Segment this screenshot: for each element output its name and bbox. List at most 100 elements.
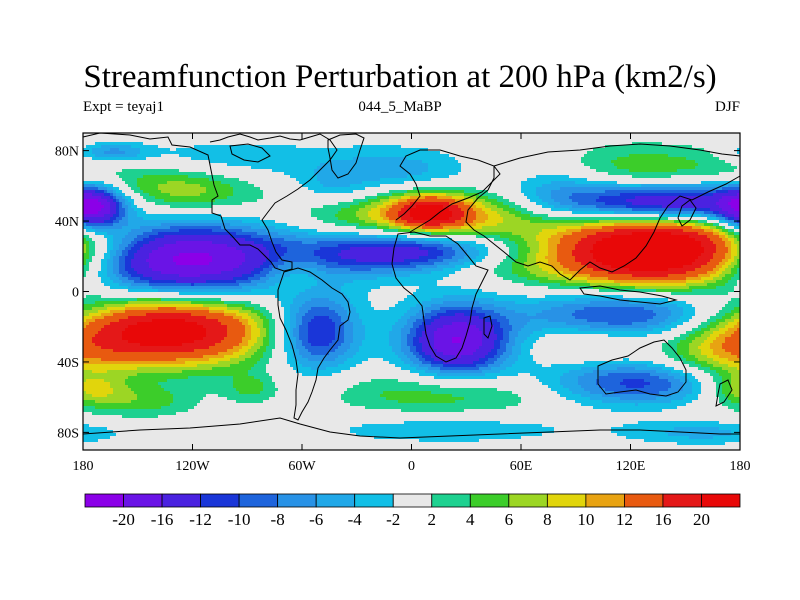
contour-cell: [542, 268, 554, 271]
contour-cell: [137, 298, 161, 301]
contour-cell: [401, 208, 410, 211]
x-tick-label: 120W: [175, 459, 210, 474]
colorbar-box: [624, 493, 664, 508]
contour-cell: [107, 394, 137, 397]
contour-cell: [317, 268, 350, 271]
contour-cell: [404, 259, 428, 262]
contour-cell: [572, 313, 656, 316]
contour-cell: [374, 436, 521, 439]
contour-cell: [614, 223, 677, 226]
contour-cell: [701, 328, 710, 331]
colorbar-box: [585, 493, 625, 508]
contour-cell: [686, 277, 701, 280]
contour-cell: [701, 214, 710, 217]
contour-cell: [83, 226, 92, 229]
contour-cell: [476, 256, 485, 259]
colorbar-label: 12: [616, 510, 633, 529]
contour-cell: [512, 325, 524, 328]
contour-cell: [395, 223, 404, 226]
contour-cell: [149, 235, 164, 238]
contour-cell: [515, 340, 524, 343]
contour-cell: [560, 394, 581, 397]
contour-cell: [737, 151, 740, 154]
contour-cell: [92, 412, 176, 415]
contour-cell: [278, 298, 293, 301]
contour-cell: [137, 250, 152, 253]
contour-cell: [377, 235, 407, 238]
contour-cell: [548, 271, 563, 274]
contour-cell: [308, 358, 335, 361]
contour-cell: [722, 229, 728, 232]
contour-cell: [494, 268, 512, 271]
contour-cell: [482, 307, 506, 310]
contour-cell: [131, 145, 158, 148]
contour-cell: [737, 259, 740, 262]
contour-cell: [731, 310, 740, 313]
contour-cell: [263, 355, 272, 358]
contour-cell: [353, 145, 401, 148]
contour-cell: [101, 268, 107, 271]
contour-cell: [95, 229, 131, 232]
contour-cell: [197, 364, 230, 367]
contour-cell: [566, 397, 590, 400]
contour-cell: [263, 244, 281, 247]
contour-cell: [122, 415, 158, 418]
contour-cell: [572, 232, 596, 235]
contour-cell: [725, 283, 737, 286]
contour-cell: [398, 355, 407, 358]
contour-cell: [521, 328, 542, 331]
contour-cell: [221, 181, 248, 184]
contour-cell: [152, 319, 185, 322]
contour-cell: [113, 214, 119, 217]
contour-cell: [734, 217, 740, 220]
contour-cell: [707, 262, 719, 265]
contour-cell: [194, 145, 296, 148]
contour-cell: [290, 325, 296, 328]
contour-cell: [494, 343, 500, 346]
contour-cell: [692, 391, 701, 394]
contour-cell: [350, 247, 419, 250]
contour-cell: [83, 439, 98, 442]
colorbar-label: -20: [112, 510, 135, 529]
contour-cell: [647, 325, 665, 328]
contour-cell: [233, 376, 254, 379]
contour-cell: [584, 163, 614, 166]
contour-cell: [632, 208, 695, 211]
contour-cell: [83, 190, 95, 193]
contour-cell: [410, 211, 452, 214]
contour-cell: [89, 256, 92, 259]
contour-cell: [548, 250, 557, 253]
contour-cell: [113, 220, 119, 223]
contour-cell: [362, 343, 389, 346]
contour-cell: [695, 337, 707, 340]
contour-cell: [725, 274, 734, 277]
contour-cell: [620, 184, 641, 187]
contour-cell: [551, 265, 563, 268]
contour-cell: [683, 388, 692, 391]
contour-cell: [83, 181, 104, 184]
contour-cell: [488, 364, 500, 367]
contour-cell: [239, 349, 248, 352]
contour-cell: [704, 211, 713, 214]
contour-cell: [353, 334, 365, 337]
contour-cell: [287, 352, 293, 355]
contour-cell: [179, 274, 200, 277]
contour-cell: [401, 340, 407, 343]
contour-cell: [143, 217, 260, 220]
contour-cell: [392, 349, 401, 352]
contour-cell: [263, 262, 272, 265]
contour-cell: [557, 253, 572, 256]
contour-cell: [587, 151, 710, 154]
contour-cell: [389, 217, 401, 220]
contour-cell: [239, 283, 257, 286]
contour-cell: [86, 250, 89, 253]
contour-cell: [92, 370, 107, 373]
contour-cell: [731, 247, 737, 250]
colorbar: -20 -16 -12 -10 -8 -6 -4 -2 2 4 6 8 10 12 16 20: [84, 493, 741, 529]
colorbar-box: [431, 493, 471, 508]
contour-cell: [443, 361, 473, 364]
contour-cell: [179, 229, 212, 232]
contour-cell: [515, 208, 527, 211]
contour-cell: [257, 313, 263, 316]
contour-cell: [110, 256, 113, 259]
